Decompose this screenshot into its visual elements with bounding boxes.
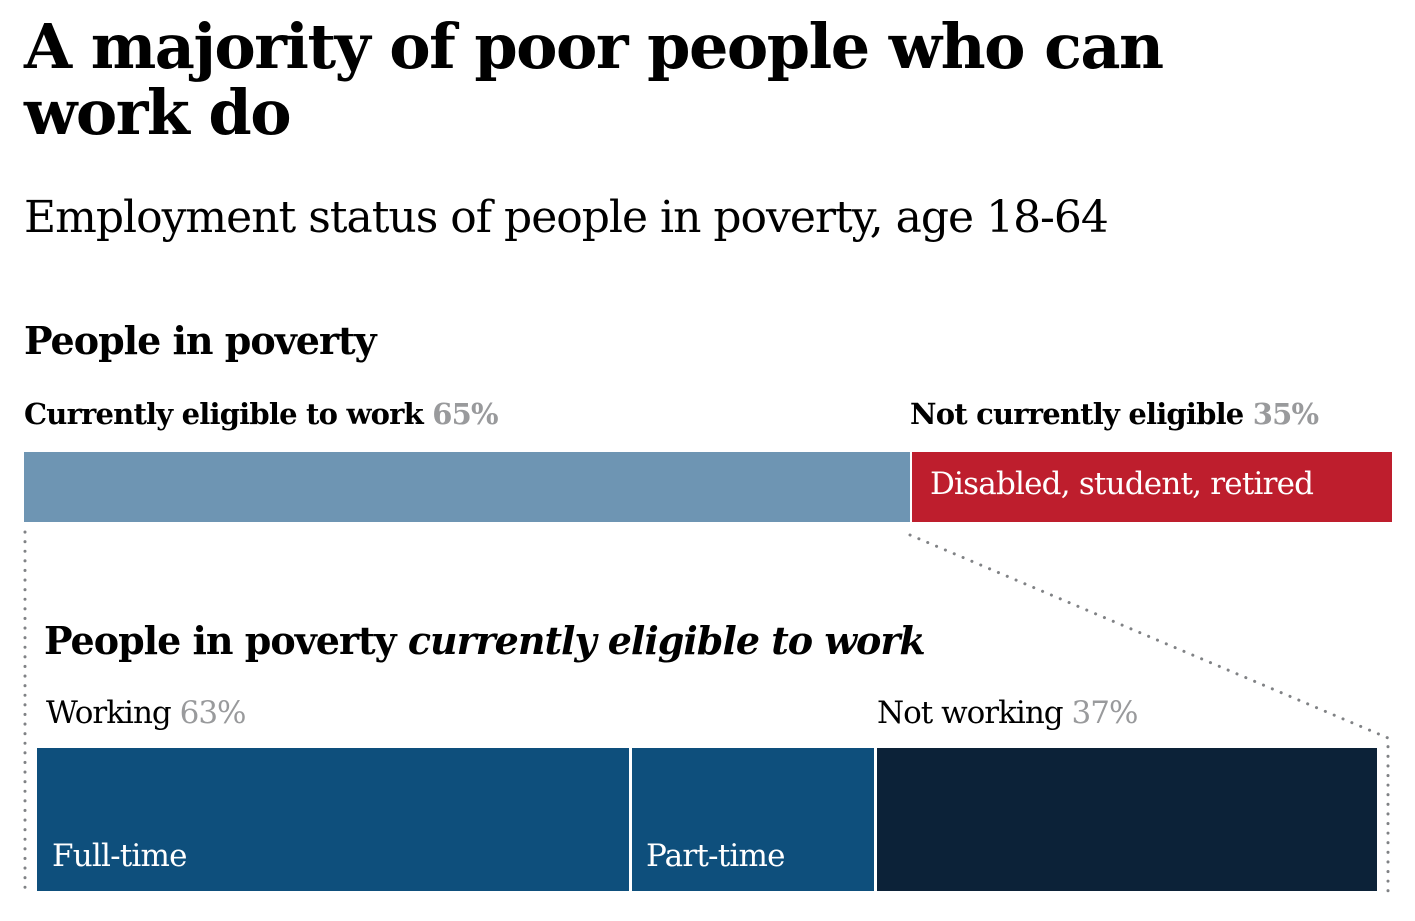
fulltime-segment-text: Full-time — [52, 838, 188, 874]
eligible-label-text: Currently eligible to work — [24, 397, 424, 431]
not-working-label-text: Not working — [877, 695, 1064, 731]
working-label: Working 63% — [46, 694, 247, 732]
fulltime-bar-segment: Full-time — [37, 748, 629, 891]
not-working-label: Not working 37% — [877, 694, 1139, 732]
section2-heading-plain: People in poverty — [44, 618, 397, 663]
eligible-bar-segment — [24, 452, 910, 522]
parttime-segment-text: Part-time — [646, 838, 785, 874]
section2-heading: People in poverty currently eligible to … — [44, 618, 926, 664]
eligible-label: Currently eligible to work 65% — [24, 396, 499, 432]
working-label-text: Working — [46, 695, 172, 731]
working-pct: 63% — [179, 695, 247, 731]
not-eligible-label-text: Not currently eligible — [910, 397, 1244, 431]
eligible-pct: 65% — [432, 397, 498, 431]
section1-heading: People in poverty — [24, 318, 377, 363]
chart-subtitle: Employment status of people in poverty, … — [24, 192, 1109, 243]
section2-heading-italic: currently eligible to work — [407, 618, 926, 663]
parttime-bar-segment: Part-time — [632, 748, 874, 891]
not-eligible-label: Not currently eligible 35% — [910, 396, 1319, 432]
not-eligible-pct: 35% — [1252, 397, 1319, 431]
not-working-pct: 37% — [1071, 695, 1139, 731]
chart-title: A majority of poor people who can work d… — [24, 10, 1164, 149]
not-eligible-bar-segment: Disabled, student, retired — [912, 452, 1392, 522]
not-eligible-segment-text: Disabled, student, retired — [930, 466, 1314, 502]
not-working-bar-segment — [877, 748, 1377, 891]
